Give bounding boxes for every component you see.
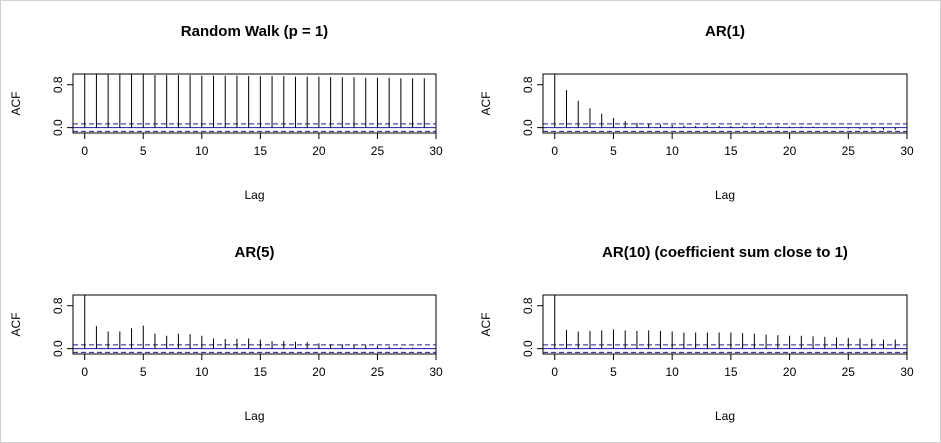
x-axis-label: Lag <box>244 409 264 423</box>
x-tick-label: 5 <box>140 365 147 379</box>
x-tick-label: 0 <box>551 144 558 158</box>
x-tick-label: 30 <box>429 144 443 158</box>
x-tick-label: 5 <box>610 365 617 379</box>
x-tick-label: 30 <box>900 144 914 158</box>
y-tick-label: 0.0 <box>521 119 535 136</box>
x-tick-label: 10 <box>665 144 679 158</box>
x-axis-label: Lag <box>715 409 735 423</box>
x-tick-label: 25 <box>842 144 856 158</box>
panel-title: AR(1) <box>705 23 745 40</box>
x-tick-label: 30 <box>429 365 443 379</box>
y-axis-label: ACF <box>9 92 23 116</box>
x-tick-label: 15 <box>724 365 738 379</box>
x-tick-label: 20 <box>783 365 797 379</box>
x-tick-label: 0 <box>81 144 88 158</box>
y-tick-label: 0.0 <box>51 340 65 357</box>
y-axis-label: ACF <box>479 92 493 116</box>
x-tick-label: 30 <box>900 365 914 379</box>
acf-panel-1: Random Walk (p = 1) 0 5 10 15 20 25 30 0.0 0.8 Lag… <box>9 23 443 202</box>
x-tick-label: 5 <box>140 144 147 158</box>
x-tick-label: 15 <box>724 144 738 158</box>
y-tick-label: 0.8 <box>521 76 535 93</box>
acf-panel-3: AR(5) 0 5 10 15 20 25 30 0.0 0.8 Lag ACF <box>9 244 443 423</box>
plot-frame <box>542 73 908 134</box>
x-tick-label: 10 <box>665 365 679 379</box>
x-tick-label: 15 <box>254 144 268 158</box>
x-tick-label: 15 <box>254 365 268 379</box>
panel-title: Random Walk (p = 1) <box>181 23 328 40</box>
x-axis-label: Lag <box>715 188 735 202</box>
x-tick-label: 25 <box>842 365 856 379</box>
x-tick-label: 0 <box>551 365 558 379</box>
y-tick-label: 0.8 <box>51 297 65 314</box>
x-tick-label: 25 <box>371 144 385 158</box>
x-tick-label: 10 <box>195 365 209 379</box>
y-tick-label: 0.8 <box>51 76 65 93</box>
y-tick-label: 0.0 <box>521 340 535 357</box>
x-axis-label: Lag <box>244 188 264 202</box>
x-tick-label: 20 <box>312 144 326 158</box>
acf-panel-4: AR(10) (coefficient sum close to 1) 0 5 10 1… <box>479 244 914 423</box>
x-tick-label: 20 <box>312 365 326 379</box>
panel-title: AR(10) (coefficient sum close to 1) <box>602 244 848 261</box>
y-tick-label: 0.8 <box>521 297 535 314</box>
x-tick-label: 0 <box>81 365 88 379</box>
x-tick-label: 10 <box>195 144 209 158</box>
x-tick-label: 20 <box>783 144 797 158</box>
panel-title: AR(5) <box>235 244 275 261</box>
y-axis-label: ACF <box>479 313 493 337</box>
x-tick-label: 5 <box>610 144 617 158</box>
y-tick-label: 0.0 <box>51 119 65 136</box>
plot-frame <box>542 294 908 355</box>
y-axis-label: ACF <box>9 313 23 337</box>
acf-panel-2: AR(1) 0 5 10 15 20 25 30 0.0 0.8 Lag ACF <box>479 23 914 202</box>
x-tick-label: 25 <box>371 365 385 379</box>
